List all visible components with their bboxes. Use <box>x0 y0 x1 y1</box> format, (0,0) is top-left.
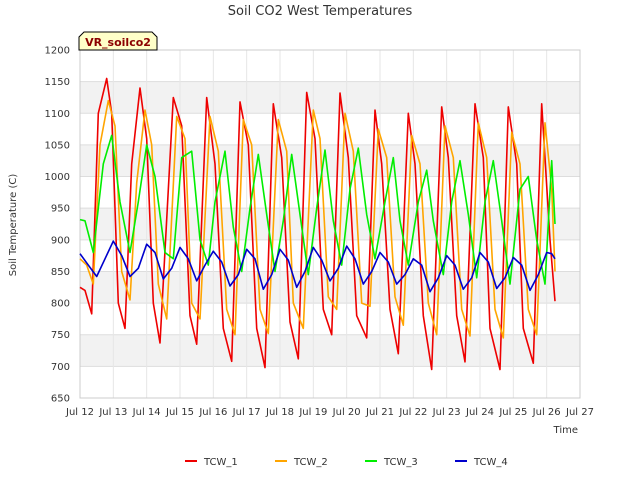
plot-frame <box>79 49 581 399</box>
x-tick-label: Jul 15 <box>165 407 194 418</box>
y-tick-label: 800 <box>51 299 70 310</box>
x-tick-label: Jul 16 <box>198 407 227 418</box>
x-tick-label: Jul 12 <box>65 407 94 418</box>
series-line-tcw-2 <box>79 99 556 339</box>
legend-label: TCW_4 <box>473 457 508 468</box>
legend-label: TCW_2 <box>293 457 328 468</box>
y-tick-label: 700 <box>51 362 70 373</box>
series-lines <box>79 77 556 371</box>
y-tick-label: 1150 <box>45 77 70 88</box>
chart-title: Soil CO2 West Temperatures <box>228 4 413 19</box>
y-tick-label: 950 <box>51 204 70 215</box>
x-tick-label: Jul 22 <box>398 407 427 418</box>
y-axis-title: Soil Temperature (C) <box>8 174 19 277</box>
x-tick-label: Jul 13 <box>98 407 127 418</box>
x-tick-label: Jul 20 <box>332 407 361 418</box>
y-tick-label: 1200 <box>45 46 70 57</box>
y-tick-labels: 650 700 750 800 850 900 950 1000 1050 1100 1150 120… <box>45 46 70 405</box>
legend: TCW_1 TCW_2 TCW_3 TCW_4 <box>185 457 508 468</box>
x-tick-label: Jul 26 <box>532 407 561 418</box>
x-tick-label: Jul 24 <box>465 407 494 418</box>
x-tick-labels: Jul 12 Jul 13 Jul 14 Jul 15 Jul 16 Jul 17 Jul … <box>65 407 594 418</box>
x-tick-label: Jul 27 <box>565 407 594 418</box>
site-badge-box <box>78 31 158 51</box>
x-axis-title: Time <box>553 425 578 436</box>
x-tick-label: Jul 23 <box>432 407 461 418</box>
x-tick-label: Jul 17 <box>232 407 261 418</box>
plot-band <box>80 334 580 367</box>
x-tick-label: Jul 25 <box>498 407 527 418</box>
x-tick-label: Jul 14 <box>132 407 161 418</box>
x-tick-label: Jul 19 <box>298 407 327 418</box>
x-tick-label: Jul 21 <box>365 407 394 418</box>
legend-label: TCW_3 <box>383 457 418 468</box>
y-tick-label: 1100 <box>45 109 70 120</box>
site-badge-label: VR_soilco2 <box>85 36 151 49</box>
site-badge: VR_soilco2 <box>78 31 158 51</box>
y-tick-label: 750 <box>51 330 70 341</box>
plot-band <box>80 144 580 177</box>
y-tick-label: 1000 <box>45 172 70 183</box>
plot-bands <box>80 81 580 367</box>
series-line-tcw-3 <box>79 134 556 285</box>
y-tick-label: 900 <box>51 235 70 246</box>
series-line-tcw-1 <box>79 77 556 371</box>
plot-band <box>80 81 580 114</box>
legend-label: TCW_1 <box>203 457 238 468</box>
x-tick-label: Jul 18 <box>265 407 294 418</box>
y-tick-label: 1050 <box>45 140 70 151</box>
y-tick-label: 850 <box>51 267 70 278</box>
series-line-tcw-4 <box>79 240 556 293</box>
y-tick-label: 650 <box>51 394 70 405</box>
